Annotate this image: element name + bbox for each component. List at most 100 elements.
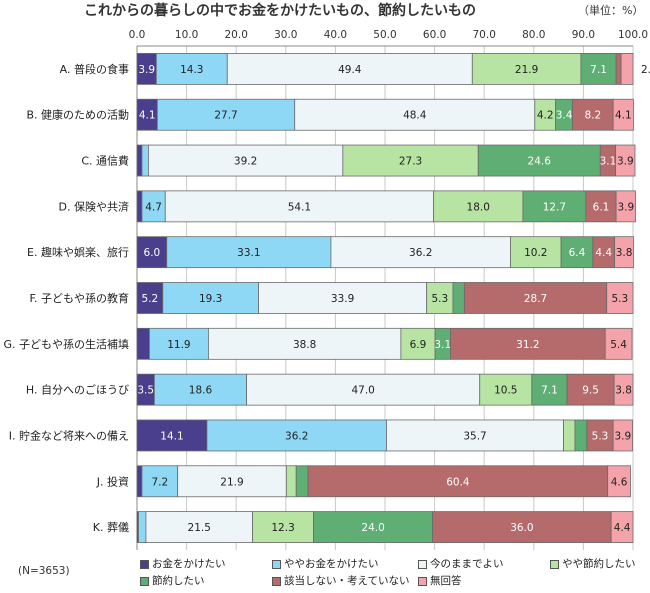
- bar-segment: [136, 327, 150, 360]
- data-label: 3.9: [617, 201, 634, 213]
- data-label: 4.4: [595, 247, 612, 259]
- data-label: 14.3: [180, 64, 203, 76]
- bar-segment: [563, 419, 576, 452]
- data-label: 24.6: [528, 156, 552, 168]
- bar-segment: [574, 419, 588, 452]
- data-label: 10.5: [494, 385, 517, 397]
- legend-swatch: [418, 576, 427, 586]
- x-tick-label: 60.0: [423, 29, 446, 41]
- bar-segment: [148, 327, 209, 360]
- data-label: 4.4: [614, 522, 631, 534]
- x-tick-label: 30.0: [274, 29, 297, 41]
- data-label: 49.4: [338, 64, 362, 76]
- data-label: 5.2: [142, 293, 159, 305]
- legend-label: ややお金をかけたい: [284, 558, 379, 570]
- data-label: 3.9: [138, 64, 155, 76]
- bar-segment: [330, 236, 511, 269]
- bar-segment: [148, 144, 344, 177]
- legend-swatch: [272, 576, 281, 586]
- x-tick-label: 70.0: [473, 29, 496, 41]
- category-label: C. 通信費: [81, 154, 129, 168]
- legend-item: 該当しない・考えていない: [272, 573, 409, 588]
- category-label: E. 趣味や娯楽、旅行: [27, 245, 129, 259]
- legend-label: 無回答: [430, 575, 462, 587]
- data-label: 5.3: [592, 430, 609, 442]
- category-label: D. 保険や共済: [59, 199, 129, 213]
- category-label: G. 子どもや孫の生活補填: [3, 337, 129, 351]
- legend-label: 該当しない・考えていない: [284, 575, 410, 587]
- data-label: 5.3: [431, 293, 448, 305]
- legend-swatch: [550, 559, 559, 569]
- data-label: 3.9: [617, 156, 634, 168]
- bar-segment: [285, 465, 297, 498]
- data-label: 4.1: [615, 110, 632, 122]
- x-tick-label: 40.0: [324, 29, 347, 41]
- data-label: 36.2: [285, 430, 308, 442]
- category-label: A. 普段の食事: [60, 62, 129, 76]
- bar-segment: [604, 327, 633, 360]
- data-label: 39.2: [234, 156, 257, 168]
- data-label: 12.3: [271, 522, 294, 534]
- bar-segment: [607, 465, 631, 498]
- bar-segment: [432, 511, 612, 543]
- x-tick-label: 80.0: [522, 29, 545, 41]
- bar-segment: [246, 373, 481, 406]
- bar-segment: [620, 53, 634, 85]
- data-label: 6.1: [593, 201, 610, 213]
- bar-segment: [177, 465, 287, 498]
- data-label: 54.1: [288, 201, 311, 213]
- data-label: 4.6: [611, 476, 628, 488]
- data-label: 5.4: [610, 339, 627, 351]
- legend-label: 今のままでよい: [430, 558, 504, 570]
- bar-segment: [614, 236, 634, 269]
- data-label: 6.0: [144, 247, 161, 259]
- bar-segment: [156, 98, 296, 131]
- x-tick-label: 100.0: [618, 29, 648, 41]
- data-label: 19.3: [199, 293, 222, 305]
- bar-segment: [252, 511, 314, 543]
- legend-item: ややお金をかけたい: [272, 556, 379, 571]
- bar-segment: [615, 190, 636, 223]
- bar-segment: [560, 236, 594, 269]
- data-label: 18.0: [467, 201, 490, 213]
- bar-segment: [452, 282, 465, 314]
- bar-segment: [136, 282, 164, 314]
- x-tick-label: 20.0: [225, 29, 248, 41]
- data-label: 27.7: [214, 110, 237, 122]
- bar-segment: [471, 53, 582, 85]
- legend-label: 節約したい: [152, 575, 205, 587]
- data-label: 12.7: [543, 201, 566, 213]
- data-label: 24.0: [361, 522, 384, 534]
- category-label: K. 葬儀: [93, 520, 129, 534]
- legend-swatch: [140, 576, 149, 586]
- data-label: 48.4: [403, 110, 427, 122]
- legend-swatch: [140, 559, 149, 569]
- bar-segment: [433, 190, 524, 223]
- bar-segment: [610, 511, 634, 543]
- bar-segment: [145, 511, 253, 543]
- bar-segment: [153, 373, 248, 406]
- bar-segment: [313, 511, 434, 543]
- legend-item: 節約したい: [140, 573, 205, 588]
- data-label: 36.0: [510, 522, 533, 534]
- bar-segment: [612, 419, 633, 452]
- bar-segment: [136, 190, 143, 223]
- data-label: 4.7: [145, 201, 162, 213]
- data-label: 28.7: [524, 293, 547, 305]
- data-label: 3.1: [600, 156, 617, 168]
- legend-label: やや節約したい: [562, 558, 636, 570]
- bar-segment: [226, 53, 473, 85]
- data-label: 4.2: [537, 110, 554, 122]
- data-label: 36.2: [409, 247, 432, 259]
- bar-segment: [307, 465, 609, 498]
- bar-segment: [295, 465, 309, 498]
- bar-segment: [615, 53, 622, 85]
- bar-segment: [136, 236, 168, 269]
- data-label: 6.9: [410, 339, 427, 351]
- data-label: 5.3: [612, 293, 629, 305]
- category-label: H. 自分へのごほうび: [26, 383, 129, 397]
- bar-segment: [258, 282, 428, 314]
- bar-segment: [164, 190, 435, 223]
- data-label: 9.5: [582, 385, 599, 397]
- bar-segment: [612, 98, 634, 131]
